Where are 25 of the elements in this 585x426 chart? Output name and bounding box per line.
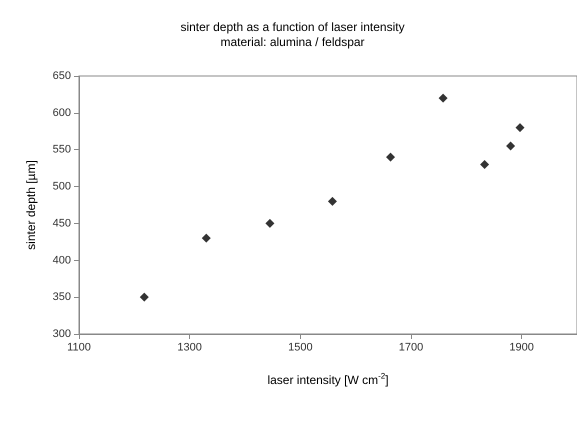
y-tick-label: 350	[52, 291, 71, 304]
point	[202, 234, 211, 243]
y-tick-label: 500	[52, 180, 71, 193]
point	[328, 196, 337, 206]
y-tick-label: 600	[52, 106, 71, 119]
y-axis-title: sinter depth [µm]	[24, 160, 38, 250]
point	[516, 123, 525, 132]
point	[265, 218, 274, 228]
y-tick-label: 300	[52, 328, 71, 340]
point	[386, 152, 396, 162]
chart-subtitle: material: alumina / feldspar	[220, 35, 365, 49]
x-tick-label: 1700	[398, 342, 424, 354]
x-tick-label: 1900	[509, 342, 534, 354]
chart-title: sinter depth as a function of laser intensity	[180, 20, 405, 34]
y-tick-label: 400	[52, 254, 71, 266]
point	[506, 142, 516, 151]
point	[480, 160, 490, 169]
x-tick-label: 1100	[67, 342, 91, 354]
x-tick-label: 1300	[177, 342, 202, 354]
point	[438, 94, 448, 103]
x-tick-label: 1500	[288, 342, 313, 354]
y-tick-label: 450	[52, 217, 71, 230]
point	[140, 292, 149, 302]
y-tick-label: 550	[52, 144, 71, 156]
y-tick-label: 650	[52, 70, 71, 82]
